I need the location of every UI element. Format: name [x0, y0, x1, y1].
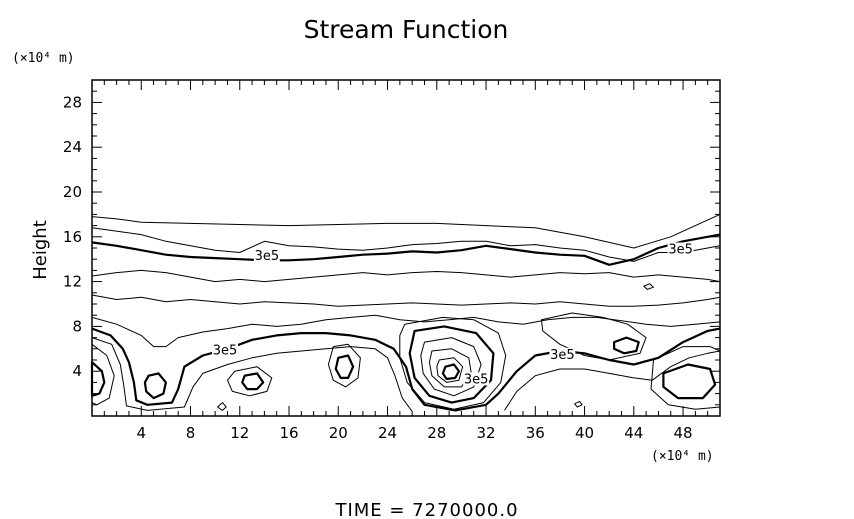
y-tick-label-12: 12 — [63, 273, 82, 291]
x-tick-label-48: 48 — [674, 424, 693, 442]
contour-label-bg — [463, 372, 490, 386]
x-axis: 4 8 12 16 20 24 28 32 36 40 44 48 — [103, 80, 709, 442]
contour-line-24 — [650, 346, 721, 410]
contour-line-10 — [541, 312, 647, 361]
x-tick-label-32: 32 — [476, 424, 495, 442]
contour-line-29 — [643, 283, 654, 290]
contour-label-4: 3e5 — [464, 372, 489, 387]
x-tick-label-12: 12 — [230, 424, 249, 442]
x-tick-label-4: 4 — [136, 424, 146, 442]
y-axis-label: Height — [30, 220, 51, 280]
contour-label-1: 3e5 — [255, 249, 280, 264]
x-tick-label-40: 40 — [575, 424, 594, 442]
contour-label-bg — [667, 242, 694, 256]
contour-line-26 — [612, 336, 640, 355]
contour-line-28 — [574, 400, 583, 408]
x-tick-label-28: 28 — [427, 424, 446, 442]
y-axis: 4 8 12 16 20 24 28 — [63, 90, 720, 406]
y-tick-label-28: 28 — [63, 93, 82, 111]
time-footer: TIME = 7270000.0 — [334, 500, 518, 519]
x-tick-label-44: 44 — [624, 424, 643, 442]
y-tick-label-24: 24 — [63, 138, 82, 156]
contour-line-16 — [441, 363, 460, 381]
x-tick-label-20: 20 — [329, 424, 348, 442]
contour-line-15 — [436, 357, 464, 383]
contour-line-23 — [90, 361, 106, 397]
contour-line-6 — [91, 314, 721, 348]
contour-label-5: 3e5 — [668, 242, 693, 257]
contour-line-8 — [91, 337, 413, 412]
x-tick-label-8: 8 — [186, 424, 196, 442]
contour-line-9 — [504, 350, 721, 411]
y-tick-label-4: 4 — [72, 362, 82, 380]
contour-line-5 — [91, 294, 721, 307]
x-tick-label-36: 36 — [526, 424, 545, 442]
contour-label-3: 3e5 — [550, 348, 575, 363]
x-tick-label-24: 24 — [378, 424, 397, 442]
contour-line-3 — [91, 233, 721, 266]
contour-line-21 — [334, 354, 355, 379]
contour-line-25 — [662, 363, 717, 400]
y-axis-unit: (×10⁴ m) — [12, 51, 75, 66]
contour-line-13 — [420, 337, 482, 397]
contour-line-18 — [227, 366, 273, 397]
contour-line-12 — [408, 325, 495, 404]
contour-line-14 — [428, 348, 472, 388]
contour-label-bg — [253, 249, 280, 263]
chart-title: Stream Function — [304, 15, 509, 44]
contour-line-27 — [217, 402, 227, 411]
contour-line-1 — [91, 213, 721, 249]
contour-label-bg — [549, 347, 576, 361]
contour-line-19 — [241, 372, 265, 391]
y-tick-label-16: 16 — [63, 228, 82, 246]
x-tick-label-16: 16 — [279, 424, 298, 442]
x-axis-unit: (×10⁴ m) — [651, 449, 714, 464]
contour-line-7 — [91, 327, 721, 412]
contour-line-20 — [327, 343, 361, 388]
y-tick-label-8: 8 — [72, 317, 82, 335]
y-tick-label-20: 20 — [63, 183, 82, 201]
contour-line-4 — [91, 269, 721, 283]
plot-area: 3e5 3e5 3e5 3e5 3e5 — [90, 213, 721, 412]
contour-label-2: 3e5 — [213, 343, 238, 358]
contour-line-11 — [399, 316, 507, 410]
contour-line-17 — [143, 372, 167, 400]
contour-label-bg — [211, 343, 238, 357]
